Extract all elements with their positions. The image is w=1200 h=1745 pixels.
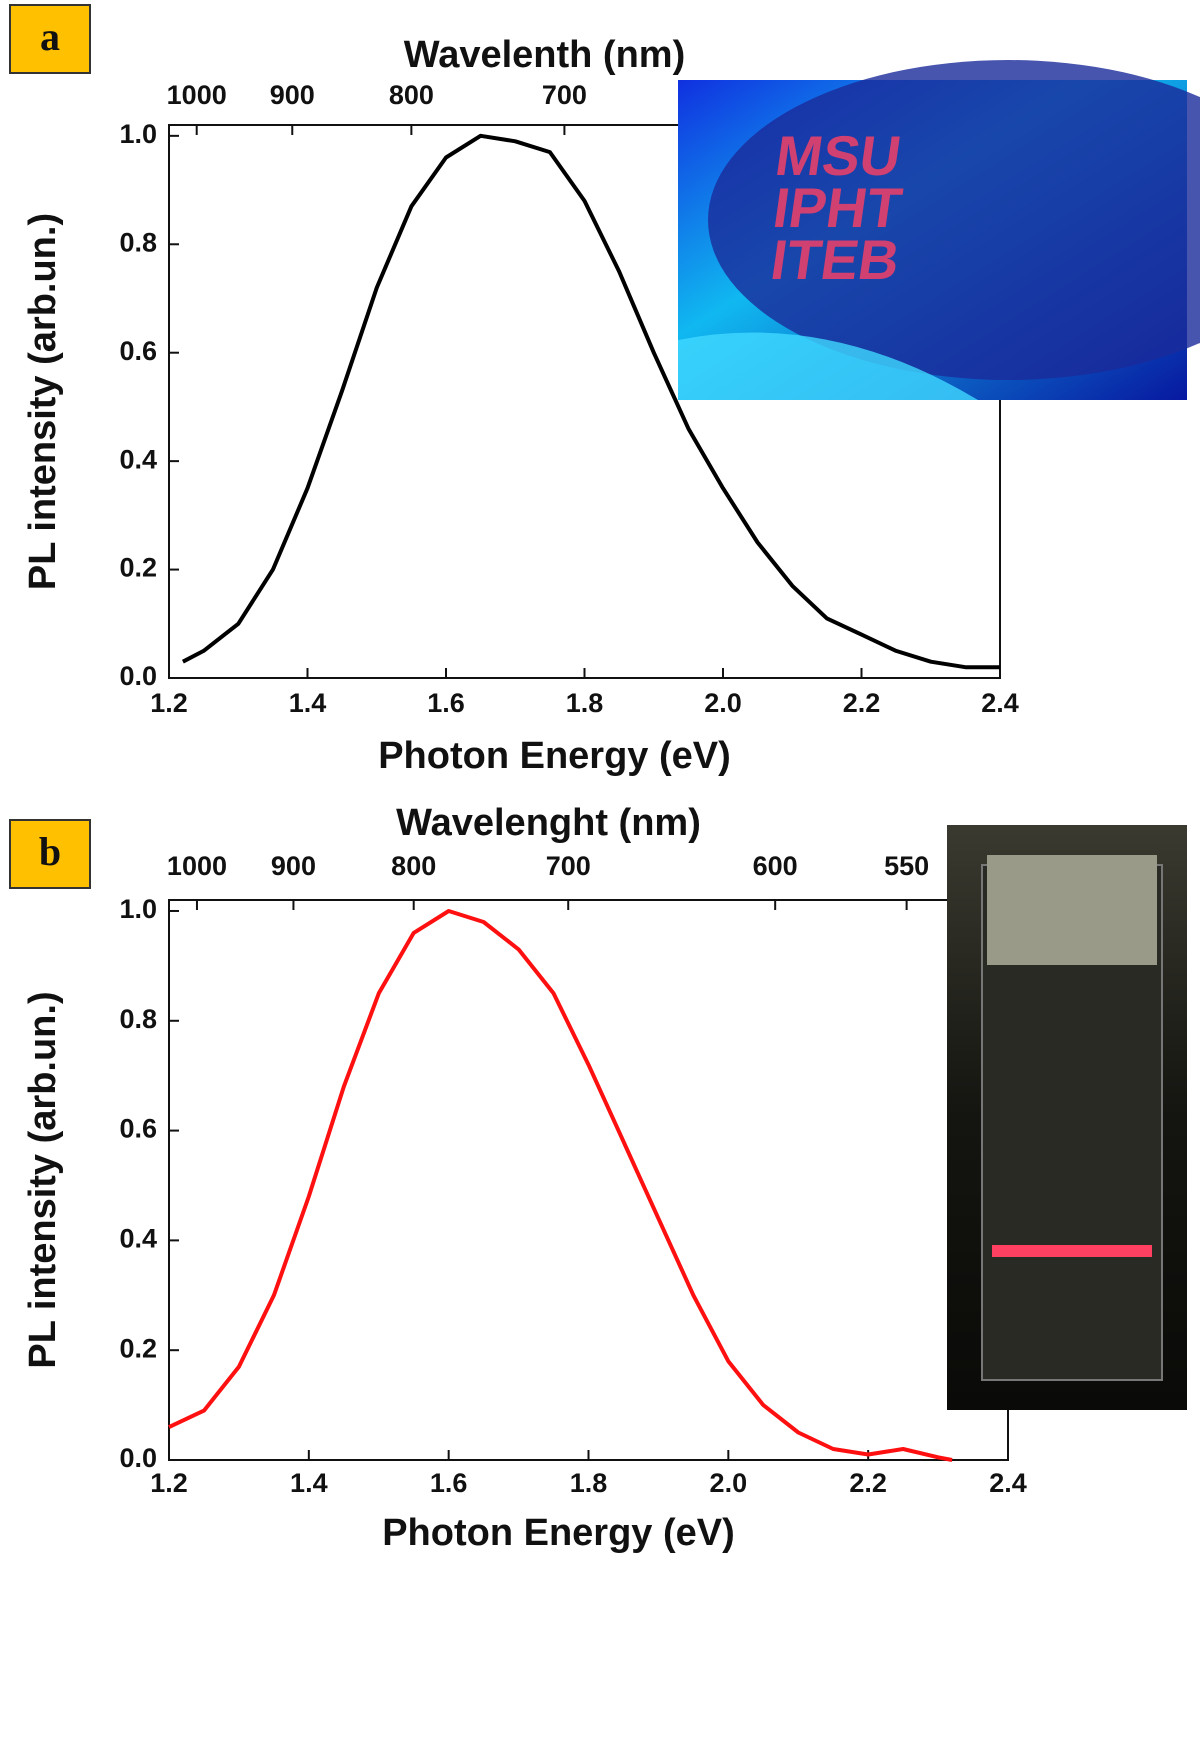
x2-tick-label: 1000 — [167, 851, 227, 881]
y-tick-label: 0.4 — [119, 444, 157, 474]
x2-tick-label: 700 — [542, 80, 587, 110]
data-line — [181, 133, 1000, 670]
panel-label: b — [39, 829, 61, 874]
x2-axis-title: Wavelenght (nm) — [396, 802, 701, 844]
y-tick-label: 0.8 — [119, 227, 157, 257]
y-tick-label: 0.4 — [119, 1224, 157, 1254]
y-tick-label: 0.8 — [119, 1004, 157, 1034]
x-axis-title: Photon Energy (eV) — [382, 1512, 735, 1554]
x2-tick-label: 550 — [884, 851, 929, 881]
x2-tick-label: 900 — [271, 851, 316, 881]
y-tick-label: 0.2 — [119, 553, 157, 583]
x-tick-label: 2.0 — [704, 688, 742, 718]
inset-text: IPHT — [769, 176, 905, 239]
x-tick-label: 2.0 — [710, 1468, 748, 1498]
x-tick-label: 1.2 — [150, 688, 188, 718]
panel-label-box — [9, 819, 91, 889]
x2-tick-label: 600 — [753, 851, 798, 881]
inset-text: MSU — [772, 124, 905, 187]
x-axis-title: Photon Energy (eV) — [378, 735, 731, 777]
x-tick-label: 1.2 — [150, 1468, 188, 1498]
x2-axis-title: Wavelenth (nm) — [404, 34, 686, 76]
panel-label-box — [9, 4, 91, 74]
y-tick-label: 1.0 — [119, 119, 157, 149]
x2-tick-label: 700 — [546, 851, 591, 881]
inset-cap — [987, 855, 1157, 965]
x-tick-label: 1.8 — [570, 1468, 608, 1498]
x-tick-label: 1.8 — [566, 688, 604, 718]
x-tick-label: 2.4 — [981, 688, 1019, 718]
y-tick-label: 0.0 — [119, 1443, 157, 1473]
y-tick-label: 1.0 — [119, 894, 157, 924]
inset-glove — [678, 332, 978, 400]
plot-frame — [168, 899, 1009, 1461]
x2-tick-label: 800 — [389, 80, 434, 110]
y-tick-label: 0.6 — [119, 1114, 157, 1144]
y-tick-label: 0.6 — [119, 336, 157, 366]
x-tick-label: 2.2 — [849, 1468, 887, 1498]
y-tick-label: 0.0 — [119, 661, 157, 691]
x-tick-label: 1.6 — [427, 688, 465, 718]
inset-text: ITEB — [767, 228, 903, 291]
y-axis-title: PL intensity (arb.un.) — [22, 213, 64, 590]
x2-tick-label: 900 — [270, 80, 315, 110]
x2-tick-label: 1000 — [167, 80, 227, 110]
x2-tick-label: 800 — [391, 851, 436, 881]
y-tick-label: 0.2 — [119, 1333, 157, 1363]
inset-wafer — [708, 60, 1200, 380]
x-tick-label: 1.6 — [430, 1468, 468, 1498]
data-line — [168, 909, 953, 1462]
x-tick-label: 1.4 — [290, 1468, 328, 1498]
x-tick-label: 1.4 — [289, 688, 327, 718]
x-tick-label: 2.2 — [843, 688, 881, 718]
y-axis-title: PL intensity (arb.un.) — [22, 991, 64, 1368]
inset-beam — [992, 1245, 1152, 1257]
x-tick-label: 2.4 — [989, 1468, 1027, 1498]
panel-label: a — [40, 14, 60, 59]
